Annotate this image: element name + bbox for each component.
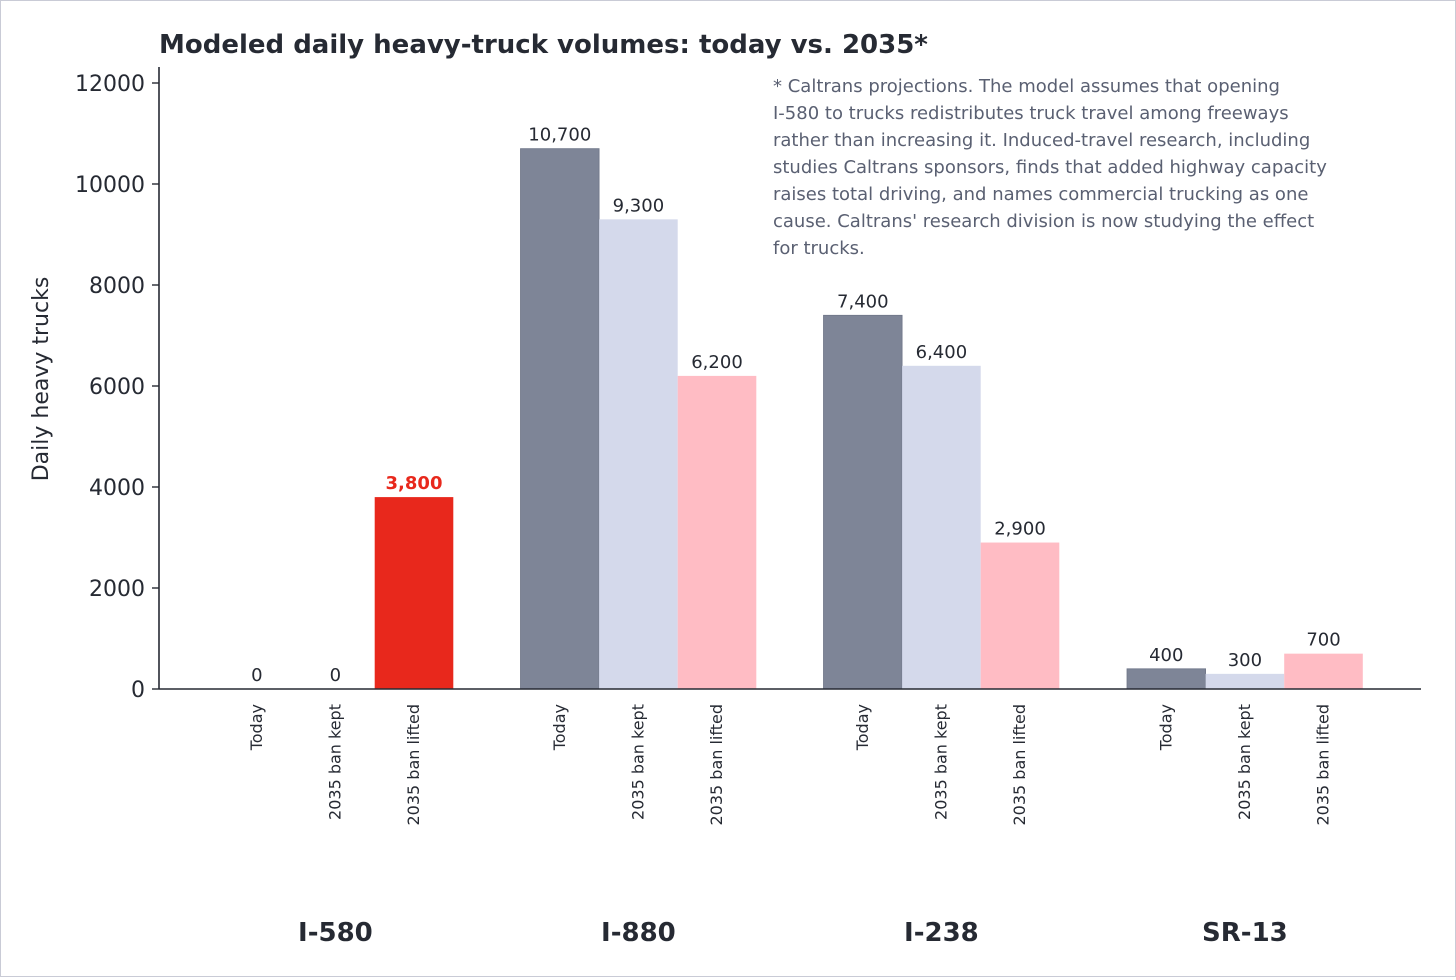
x-axis: Today 2035 ban kept 2035 ban lifted I-580 To… [159, 688, 1421, 948]
bar [823, 314, 903, 690]
bar [1126, 668, 1206, 690]
group-label: I-580 [298, 918, 373, 948]
bar [520, 148, 600, 690]
footnote-annotation: * Caltrans projections. The model assume… [773, 76, 1327, 259]
category-tick-label: Today [853, 704, 872, 751]
category-tick-label: 2035 ban kept [931, 704, 950, 820]
category-tick-label: 2035 ban kept [628, 704, 647, 820]
category-tick-label: 2035 ban kept [325, 704, 344, 820]
bar [1284, 653, 1363, 689]
category-tick-label: Today [550, 704, 569, 751]
bar [677, 375, 757, 689]
footnote-line: cause. Caltrans' research division is no… [773, 211, 1314, 232]
y-tick-label: 4000 [89, 476, 145, 501]
y-tick-label: 12000 [75, 72, 145, 97]
bar [1205, 673, 1285, 689]
group-label: SR-13 [1202, 918, 1288, 948]
y-tick-label: 0 [131, 678, 145, 703]
footnote-line: for trucks. [773, 238, 865, 259]
footnote-line: I-580 to trucks redistributes truck trav… [773, 103, 1289, 124]
bar-value-label: 300 [1228, 650, 1262, 671]
bar [902, 365, 981, 689]
bar-value-label: 7,400 [837, 291, 889, 312]
y-tick-label: 10000 [75, 173, 145, 198]
footnote-line: * Caltrans projections. The model assume… [773, 76, 1280, 97]
category-tick-label: 2035 ban lifted [404, 704, 423, 826]
category-tick-label: 2035 ban lifted [1010, 704, 1029, 826]
footnote-line: studies Caltrans sponsors, finds that ad… [773, 157, 1327, 178]
bar-value-label: 0 [330, 665, 341, 686]
bar-value-label: 700 [1306, 630, 1340, 651]
bar-value-label: 6,200 [691, 352, 743, 373]
group-label: I-238 [904, 918, 979, 948]
chart-title: Modeled daily heavy-truck volumes: today… [159, 30, 928, 60]
bar-value-label: 2,900 [994, 519, 1046, 540]
y-tick-label: 8000 [89, 274, 145, 299]
bar [599, 219, 678, 689]
category-tick-label: Today [1156, 704, 1175, 751]
bars: 0 0 3,800 10,700 9,300 6,200 7,400 6,400 2,900 40… [251, 125, 1363, 690]
bar-value-label: 3,800 [386, 473, 443, 494]
y-axis: 0 2000 4000 6000 8000 10000 12000 [75, 67, 160, 703]
footnote-line: raises total driving, and names commerci… [773, 184, 1308, 205]
bar-value-label: 0 [251, 665, 262, 686]
category-tick-label: Today [247, 704, 266, 751]
group-label: I-880 [601, 918, 676, 948]
y-tick-label: 6000 [89, 375, 145, 400]
bar-value-label: 9,300 [613, 195, 665, 216]
footnote-line: rather than increasing it. Induced-trave… [773, 130, 1310, 151]
y-axis-label: Daily heavy trucks [29, 277, 54, 482]
category-tick-label: 2035 ban lifted [707, 704, 726, 826]
bar-value-label: 10,700 [528, 125, 591, 146]
bar [374, 497, 454, 689]
bar-value-label: 6,400 [916, 342, 968, 363]
y-tick-label: 2000 [89, 577, 145, 602]
bar-value-label: 400 [1149, 645, 1183, 666]
category-tick-label: 2035 ban kept [1235, 704, 1254, 820]
bar [980, 542, 1060, 689]
category-tick-label: 2035 ban lifted [1314, 704, 1333, 826]
